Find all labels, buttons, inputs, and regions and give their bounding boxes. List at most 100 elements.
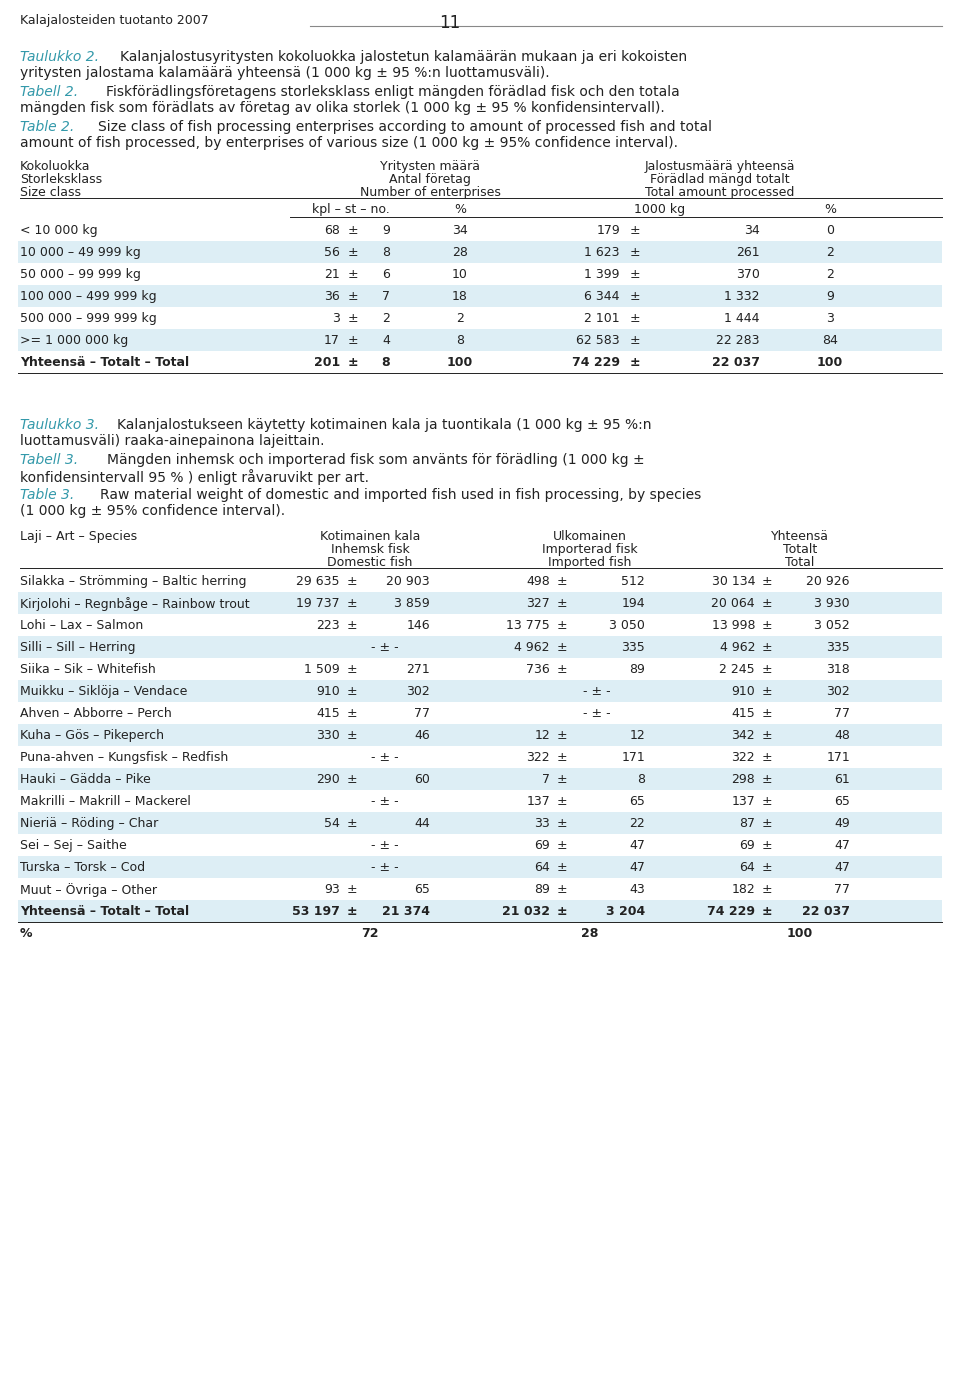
Text: 21 374: 21 374 [382,905,430,917]
Text: 22 037: 22 037 [802,905,850,917]
Text: 223: 223 [317,619,340,632]
Bar [18,680,942,702]
Text: 2: 2 [382,312,390,325]
Text: ±: ± [762,818,773,830]
Text: 13 998: 13 998 [711,619,755,632]
Text: 29 635: 29 635 [297,575,340,589]
Text: 322: 322 [732,751,755,763]
Text: luottamusväli) raaka-ainepainona lajeittain.: luottamusväli) raaka-ainepainona lajeitt… [20,434,324,448]
Text: Total amount processed: Total amount processed [645,186,795,198]
Text: 87: 87 [739,818,755,830]
Text: 910: 910 [316,686,340,698]
Text: - ± -: - ± - [372,795,398,808]
Text: 69: 69 [739,838,755,852]
Text: 65: 65 [414,883,430,897]
Text: - ± -: - ± - [583,706,611,720]
Text: ±: ± [347,663,358,676]
Text: Kotimainen kala: Kotimainen kala [320,530,420,543]
Text: Yhteensä – Totalt – Total: Yhteensä – Totalt – Total [20,905,189,917]
Text: 54: 54 [324,818,340,830]
Text: 3: 3 [332,312,340,325]
Text: ±: ± [348,268,359,280]
Text: ±: ± [348,223,359,237]
Text: Laji – Art – Species: Laji – Art – Species [20,530,137,543]
Text: ±: ± [762,575,773,589]
Text: 415: 415 [316,706,340,720]
Text: ±: ± [762,861,773,874]
Text: ±: ± [557,905,567,917]
Bar [18,922,942,944]
Text: 3: 3 [826,312,834,325]
Text: ±: ± [630,223,640,237]
Text: 77: 77 [834,706,850,720]
Text: Kirjolohi – Regnbåge – Rainbow trout: Kirjolohi – Regnbåge – Rainbow trout [20,597,250,611]
Text: Puna-ahven – Kungsfisk – Redfish: Puna-ahven – Kungsfisk – Redfish [20,751,228,763]
Text: ±: ± [557,641,567,654]
Text: 72: 72 [361,927,379,940]
Text: 171: 171 [621,751,645,763]
Text: 22 037: 22 037 [712,355,760,369]
Text: ±: ± [762,795,773,808]
Text: (1 000 kg ± 95% confidence interval).: (1 000 kg ± 95% confidence interval). [20,504,285,518]
Text: 22 283: 22 283 [716,335,760,347]
Bar [18,329,942,351]
Text: Antal företag: Antal företag [389,174,471,186]
Text: 1 399: 1 399 [585,268,620,280]
Text: Muikku – Siklöja – Vendace: Muikku – Siklöja – Vendace [20,686,187,698]
Text: 8: 8 [382,246,390,260]
Text: Yhteensä: Yhteensä [771,530,829,543]
Text: 89: 89 [629,663,645,676]
Text: 36: 36 [324,290,340,303]
Text: 4 962: 4 962 [515,641,550,654]
Text: 3 050: 3 050 [610,619,645,632]
Text: 28: 28 [452,246,468,260]
Text: 61: 61 [834,773,850,786]
Text: Förädlad mängd totalt: Förädlad mängd totalt [650,174,790,186]
Text: Sei – Sej – Saithe: Sei – Sej – Saithe [20,838,127,852]
Text: 20 064: 20 064 [711,597,755,609]
Text: kpl – st – no.: kpl – st – no. [312,203,390,217]
Text: 22: 22 [629,818,645,830]
Text: 171: 171 [827,751,850,763]
Text: 100: 100 [446,355,473,369]
Bar [18,790,942,812]
Bar [18,658,942,680]
Text: 50 000 – 99 999 kg: 50 000 – 99 999 kg [20,268,141,280]
Text: 64: 64 [739,861,755,874]
Bar [18,745,942,768]
Text: 0: 0 [826,223,834,237]
Text: 194: 194 [621,597,645,609]
Text: 12: 12 [535,729,550,743]
Text: 20 926: 20 926 [806,575,850,589]
Text: ±: ± [630,335,640,347]
Text: %: % [454,203,466,217]
Text: Raw material weight of domestic and imported fish used in fish processing, by sp: Raw material weight of domestic and impo… [100,489,701,502]
Text: 2: 2 [826,246,834,260]
Text: ±: ± [557,575,567,589]
Text: Size class of fish processing enterprises according to amount of processed fish : Size class of fish processing enterprise… [98,119,712,135]
Text: 9: 9 [826,290,834,303]
Text: 335: 335 [827,641,850,654]
Text: ±: ± [347,686,358,698]
Text: - ± -: - ± - [372,838,398,852]
Text: ±: ± [348,290,359,303]
Text: ±: ± [557,818,567,830]
Text: 290: 290 [316,773,340,786]
Text: ±: ± [630,290,640,303]
Text: ±: ± [630,312,640,325]
Text: 736: 736 [526,663,550,676]
Bar [18,570,942,593]
Text: 1 509: 1 509 [304,663,340,676]
Text: Ulkomainen: Ulkomainen [553,530,627,543]
Text: ±: ± [762,729,773,743]
Text: - ± -: - ± - [372,641,398,654]
Text: 100: 100 [787,927,813,940]
Text: 335: 335 [621,641,645,654]
Text: 28: 28 [582,927,599,940]
Text: %: % [824,203,836,217]
Text: ±: ± [347,619,358,632]
Text: Muut – Övriga – Other: Muut – Övriga – Other [20,883,157,897]
Text: 6: 6 [382,268,390,280]
Bar [18,834,942,856]
Text: 137: 137 [732,795,755,808]
